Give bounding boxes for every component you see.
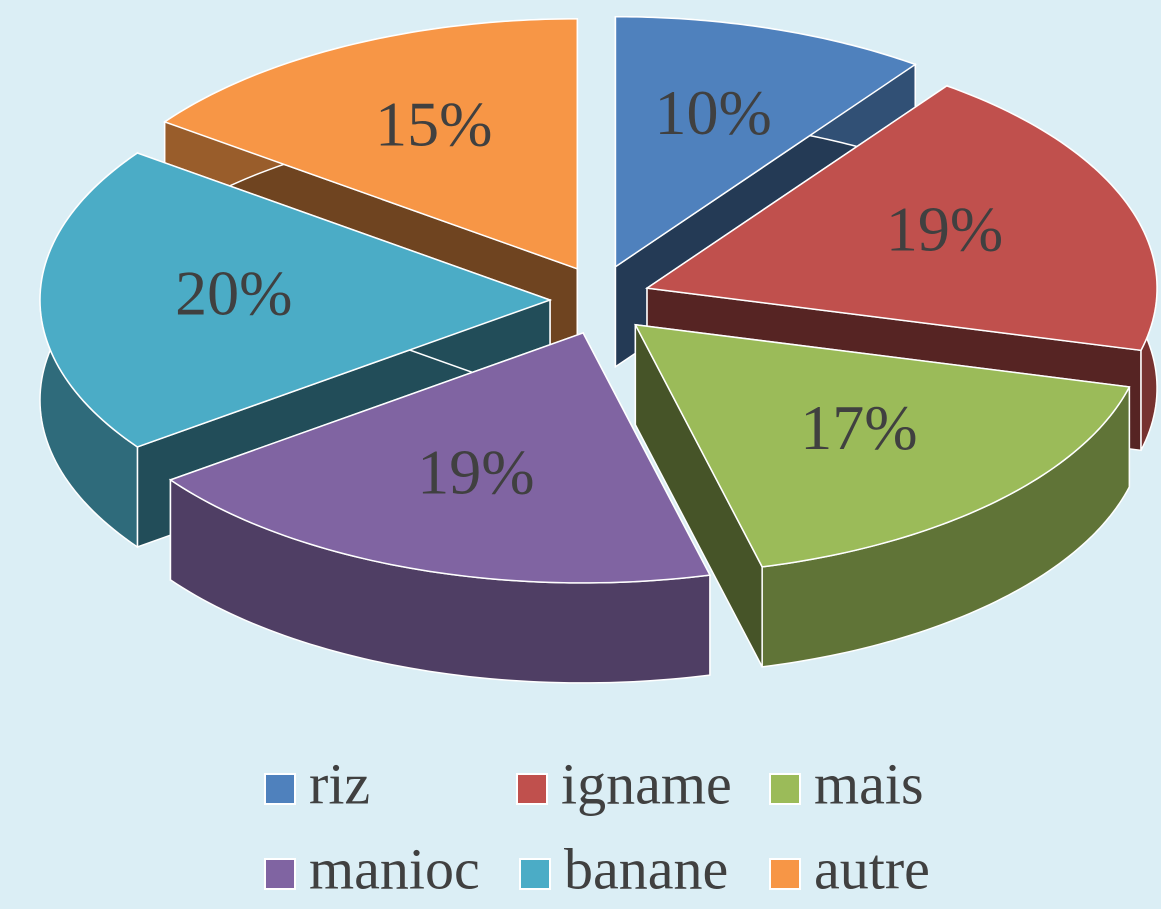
slice-top — [644, 85, 1158, 352]
legend-swatch — [769, 858, 801, 890]
legend-label: banane — [564, 836, 728, 901]
legend-swatch — [516, 773, 548, 805]
data-label: 20% — [175, 258, 292, 329]
legend-swatch — [519, 858, 551, 890]
slice-top — [163, 18, 579, 270]
legend-label: mais — [814, 751, 924, 816]
data-label: 19% — [886, 193, 1003, 264]
slice-top — [634, 323, 1131, 568]
data-label: 19% — [417, 436, 534, 507]
data-label: 10% — [655, 77, 772, 148]
slice — [168, 331, 712, 684]
slice-top — [39, 152, 553, 448]
legend-swatch — [769, 773, 801, 805]
slice — [634, 323, 1131, 668]
legend-label: riz — [309, 751, 370, 816]
slice-top — [614, 15, 917, 269]
legend-swatch — [264, 858, 296, 890]
legend-label: autre — [814, 836, 930, 901]
data-label: 15% — [375, 88, 492, 159]
legend-swatch — [264, 773, 296, 805]
slice-top — [168, 332, 712, 584]
legend-label: igname — [561, 751, 732, 816]
data-label: 17% — [800, 392, 917, 463]
legend-label: manioc — [309, 836, 480, 901]
